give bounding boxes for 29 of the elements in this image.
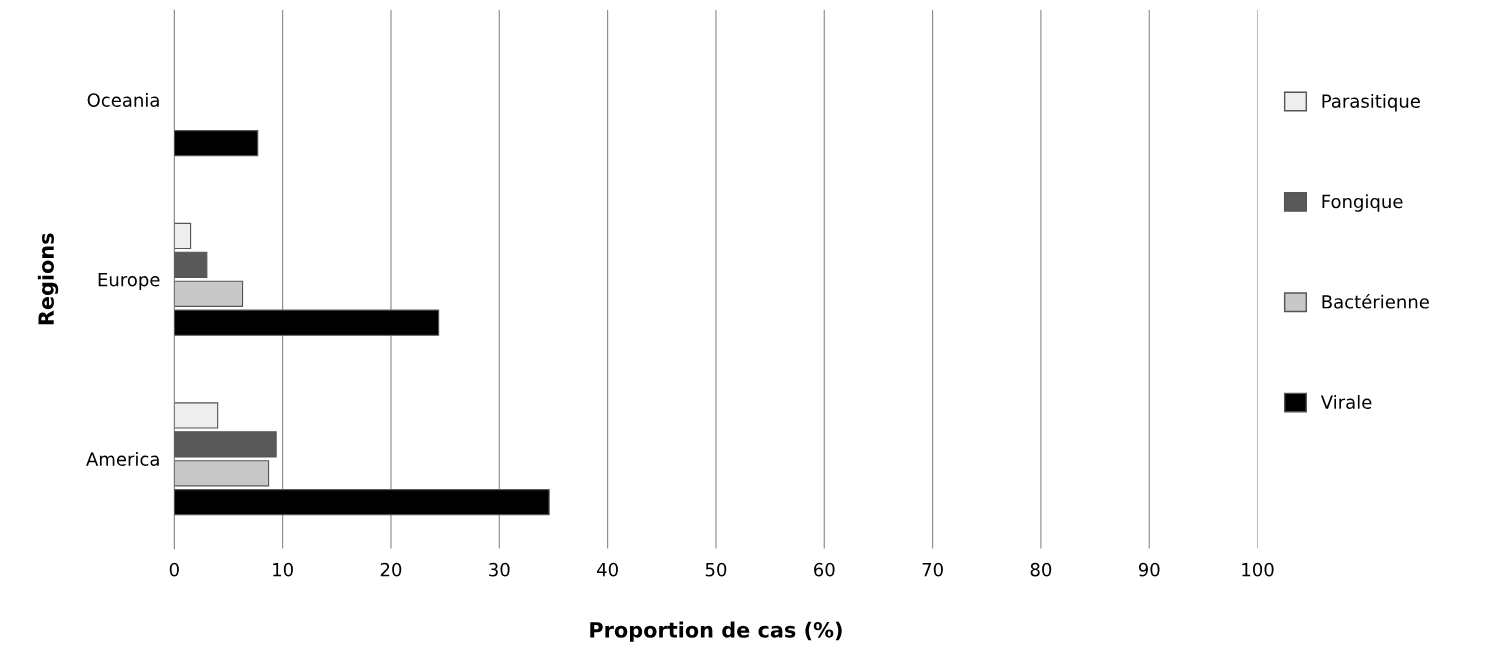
x-tick-label: 50: [705, 562, 727, 577]
y-axis-title: Regions: [37, 233, 59, 325]
bar: [174, 489, 550, 516]
y-tick-label: Oceania: [87, 92, 159, 107]
x-tick-label: 10: [273, 562, 293, 577]
legend-label: Parasitique: [1322, 93, 1420, 112]
x-tick-label: 80: [1030, 562, 1052, 577]
y-tick-label: Europe: [98, 273, 160, 290]
x-tick-label: 100: [1242, 562, 1274, 577]
bar: [174, 431, 277, 458]
bar: [174, 309, 440, 336]
x-axis-title: Proportion de cas (%): [590, 621, 842, 642]
bar: [174, 402, 219, 429]
legend-label: Bactérienne: [1322, 293, 1429, 309]
x-tick-label: 70: [922, 562, 943, 577]
bar: [174, 280, 244, 307]
x-tick-label: 30: [489, 562, 510, 577]
legend-label: Fongique: [1322, 194, 1403, 212]
bar: [174, 222, 192, 250]
bar: [174, 251, 208, 278]
bar: [174, 460, 270, 487]
y-tick-label: America: [86, 451, 159, 466]
bar: [174, 130, 259, 157]
legend-label: Virale: [1320, 394, 1372, 409]
x-tick-label: 20: [380, 562, 402, 577]
x-tick-label: 40: [597, 562, 618, 577]
x-tick-label: 60: [814, 562, 835, 577]
x-tick-label: 90: [1138, 562, 1160, 577]
x-tick-label: 0: [169, 562, 179, 577]
